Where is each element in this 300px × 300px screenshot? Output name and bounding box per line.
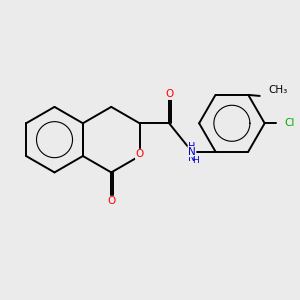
Text: Cl: Cl <box>284 118 295 128</box>
Text: H
N: H N <box>188 142 196 163</box>
Text: CH₃: CH₃ <box>268 85 287 95</box>
Text: O: O <box>165 89 173 99</box>
Text: O: O <box>136 149 144 159</box>
Text: N: N <box>188 147 196 157</box>
Text: O: O <box>107 196 116 206</box>
Text: H: H <box>192 156 199 165</box>
